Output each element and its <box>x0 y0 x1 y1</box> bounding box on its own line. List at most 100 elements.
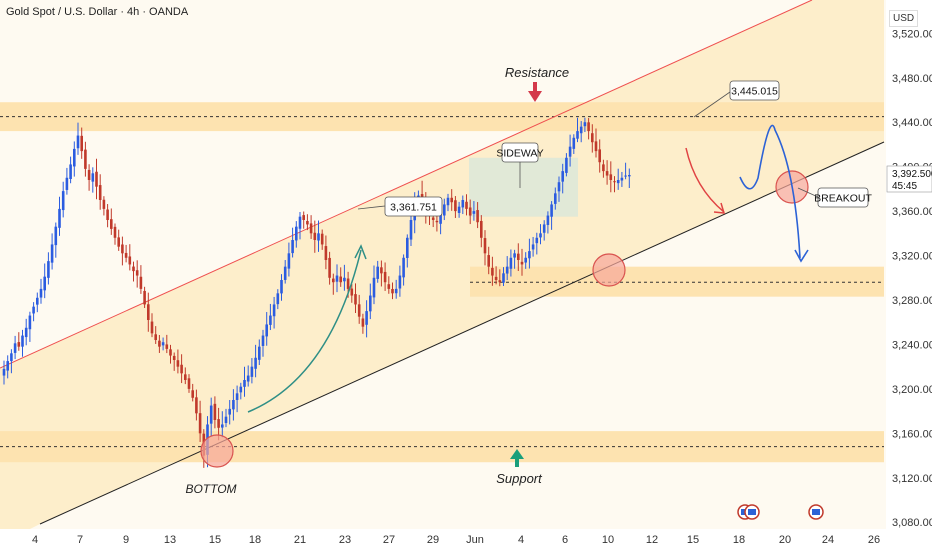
x-tick-label: 24 <box>822 534 834 546</box>
candle-body <box>50 244 54 263</box>
candle-body <box>102 199 106 209</box>
annotations-layer: Resistance Support BOTTOM 3,361.751 3,445.01… <box>185 65 872 496</box>
candle-body <box>32 306 35 314</box>
candle-body <box>135 270 139 276</box>
candle-body <box>369 295 372 312</box>
sideway-box <box>469 157 578 217</box>
x-tick-label: 10 <box>602 534 614 546</box>
candle-body <box>620 177 624 181</box>
candle-body <box>84 149 87 169</box>
current-price-tag <box>886 165 932 193</box>
candle-body <box>354 294 357 305</box>
x-tick-label: 7 <box>77 534 83 546</box>
candle-body <box>372 277 376 298</box>
candle-body <box>357 304 361 317</box>
candle-body <box>576 131 579 139</box>
candle-body <box>443 204 446 216</box>
x-tick-label: 13 <box>164 534 176 546</box>
candle-body <box>387 284 391 289</box>
candle-body <box>409 220 413 240</box>
candle-body <box>98 185 102 200</box>
x-tick-label: 21 <box>294 534 306 546</box>
candle-body <box>546 215 550 225</box>
candle-body <box>394 288 398 294</box>
x-tick-label: 6 <box>562 534 568 546</box>
resistance-zone <box>0 102 884 132</box>
candle-body <box>128 256 132 265</box>
candle-body <box>113 226 117 238</box>
flag-icon <box>748 509 756 515</box>
candle-body <box>147 304 150 320</box>
candle-body <box>232 400 235 410</box>
candle-body <box>302 215 305 220</box>
candle-body <box>291 240 294 254</box>
candle-body <box>269 315 272 325</box>
candle-body <box>528 251 531 259</box>
candle-body <box>176 360 180 367</box>
candle-body <box>261 335 265 346</box>
time-axis-bg <box>0 529 932 550</box>
candle-body <box>605 171 609 176</box>
candle-body <box>80 135 83 152</box>
candle-body <box>557 182 561 192</box>
candle-body <box>43 276 46 291</box>
y-tick-label: 3,240.000 <box>892 339 932 351</box>
price-label-3361: 3,361.751 <box>390 202 437 214</box>
candle-body <box>339 276 342 283</box>
candle-body <box>306 220 309 225</box>
candle-body <box>209 405 213 424</box>
x-tick-label: 15 <box>687 534 699 546</box>
candle-body <box>517 253 520 260</box>
candle-body <box>491 267 494 276</box>
x-tick-label: 18 <box>733 534 745 546</box>
candle-body <box>73 148 76 167</box>
bottom-label: BOTTOM <box>185 482 236 496</box>
x-tick-label: 9 <box>123 534 129 546</box>
flag-icon <box>812 509 820 515</box>
x-tick-label: Jun <box>466 534 484 546</box>
candle-body <box>468 207 472 216</box>
candle-body <box>520 261 524 265</box>
candle-body <box>465 201 468 209</box>
candle-body <box>313 232 317 240</box>
candle-body <box>446 197 450 206</box>
candle-body <box>568 146 572 157</box>
candle-body <box>36 297 39 305</box>
candle-body <box>180 364 183 374</box>
candle-body <box>198 413 202 434</box>
candle-body <box>383 271 387 283</box>
candle-body <box>594 141 598 152</box>
x-tick-label: 18 <box>249 534 261 546</box>
candle-body <box>283 266 287 280</box>
candle-body <box>106 209 109 220</box>
candle-body <box>309 223 313 234</box>
candle-body <box>280 280 283 294</box>
candle-body <box>494 276 498 280</box>
candle-body <box>602 164 605 172</box>
blue-projection-path <box>739 124 801 259</box>
bottom-circle <box>200 434 234 468</box>
price-label-3445-connector <box>693 91 731 118</box>
candle-body <box>254 357 257 369</box>
candle-body <box>217 419 220 428</box>
x-tick-label: 23 <box>339 534 351 546</box>
candle-body <box>276 293 280 305</box>
candle-body <box>583 122 587 127</box>
x-tick-label: 29 <box>427 534 439 546</box>
resistance-arrowhead <box>528 91 542 102</box>
candle-body <box>184 374 187 380</box>
price-label-3445: 3,445.015 <box>731 86 778 98</box>
support-arrowhead <box>510 449 524 459</box>
candle-body <box>172 355 176 360</box>
red-arrowhead <box>713 202 726 214</box>
candle-body <box>235 393 239 400</box>
candle-body <box>439 213 442 224</box>
countdown-label: 45:45 <box>892 181 917 192</box>
candle-body <box>17 342 21 347</box>
candle-body <box>54 226 58 246</box>
price-label-3445-box <box>729 80 780 101</box>
candle-body <box>187 378 191 389</box>
chart-title: Gold Spot / U.S. Dollar · 4h · OANDA <box>6 6 189 18</box>
x-tick-label: 26 <box>868 534 880 546</box>
candle-body <box>376 266 379 279</box>
